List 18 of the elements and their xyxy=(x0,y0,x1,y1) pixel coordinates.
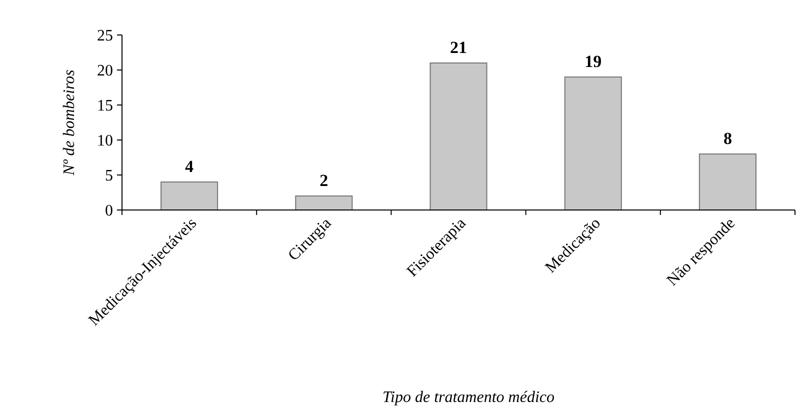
y-tick-label: 10 xyxy=(97,132,113,150)
data-label: 21 xyxy=(450,38,467,57)
data-label: 8 xyxy=(723,129,732,148)
y-tick-label: 20 xyxy=(97,62,113,80)
bar xyxy=(564,76,622,210)
bar xyxy=(160,182,218,210)
data-label: 19 xyxy=(584,52,602,71)
data-label: 2 xyxy=(320,171,328,190)
y-tick-label: 25 xyxy=(97,28,113,45)
y-tick-label: 5 xyxy=(105,168,113,185)
bar xyxy=(430,62,488,210)
bar xyxy=(295,196,353,210)
x-axis-title: Tipo de tratamento médico xyxy=(382,389,554,406)
y-axis-title: Nº de bombeiros xyxy=(61,70,78,176)
y-tick-label: 15 xyxy=(97,98,113,115)
y-tick-label: 0 xyxy=(105,202,113,220)
data-label: 4 xyxy=(185,157,194,176)
bar xyxy=(698,154,756,210)
